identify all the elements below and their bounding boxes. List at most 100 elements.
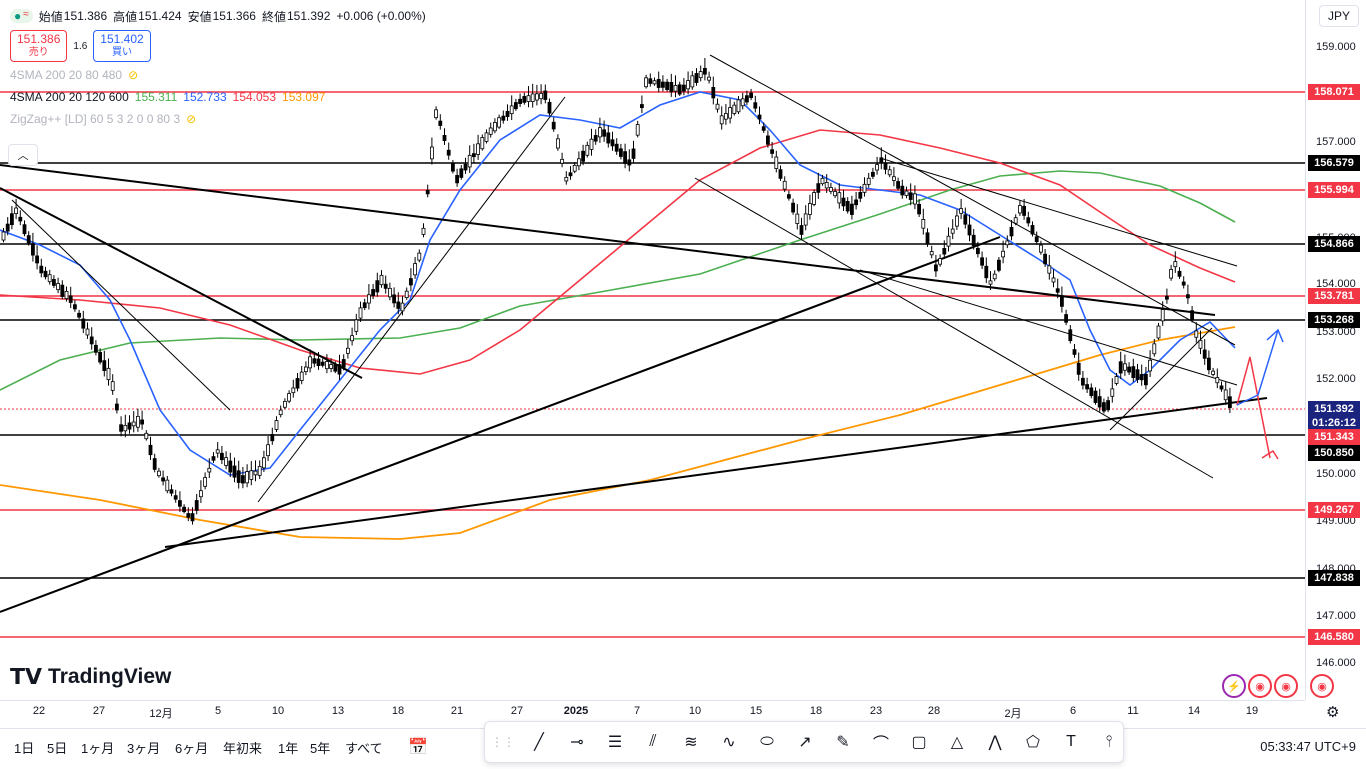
- timeframe-button[interactable]: 6ヶ月: [175, 741, 209, 756]
- market-status-icon[interactable]: ● ≈: [10, 9, 33, 23]
- triangle-icon[interactable]: △: [950, 734, 964, 751]
- candle-body: [640, 104, 644, 109]
- rectangle-icon[interactable]: ▢: [911, 734, 927, 751]
- candle-body: [119, 424, 123, 432]
- candle-body: [186, 513, 191, 518]
- candle-body: [841, 197, 846, 207]
- date-range-icon[interactable]: 📅: [408, 739, 428, 756]
- low-label: 安値: [187, 9, 212, 24]
- candle-body: [115, 403, 119, 411]
- price-tick: 153.000: [1316, 326, 1356, 338]
- candle-body: [627, 159, 632, 166]
- event-icon[interactable]: ◉: [1310, 674, 1334, 698]
- lightning-icon[interactable]: ⚡: [1222, 674, 1246, 698]
- event-icon[interactable]: ◉: [1248, 674, 1272, 698]
- clock[interactable]: 05:33:47 UTC+9: [1260, 739, 1356, 754]
- text-icon[interactable]: T: [1066, 733, 1076, 750]
- chart-area[interactable]: [0, 0, 1305, 700]
- candle-body: [770, 149, 774, 154]
- price-tick: 157.000: [1316, 136, 1356, 148]
- regression-icon[interactable]: ⫽: [649, 733, 657, 750]
- timeframe-button[interactable]: 5日: [47, 741, 68, 756]
- trend-line-icon[interactable]: ╱: [534, 734, 544, 751]
- settings-gear-icon[interactable]: ⚙: [1326, 704, 1340, 721]
- timeframe-button[interactable]: 1年: [278, 741, 299, 756]
- event-icon[interactable]: ◉: [1274, 674, 1298, 698]
- price-chart[interactable]: [0, 0, 1305, 700]
- fib-retracement-icon[interactable]: ≋: [684, 734, 698, 751]
- time-label: 10: [271, 705, 285, 717]
- candle-body: [211, 456, 216, 461]
- long-position-icon[interactable]: ⫯: [1105, 733, 1113, 750]
- hidden-eye-icon[interactable]: ⊘: [128, 68, 139, 82]
- candle-body: [169, 489, 174, 494]
- candle-body: [992, 273, 997, 280]
- open-value: 151.386: [63, 9, 108, 23]
- buy-button[interactable]: 151.402 買い: [93, 30, 151, 62]
- candle-body: [270, 434, 275, 442]
- indicator-2[interactable]: 4SMA 200 20 120 600 155.311 152.733 154.05…: [10, 88, 426, 106]
- candle-body: [887, 169, 892, 176]
- candle-body: [778, 169, 783, 179]
- brush-icon[interactable]: ✎: [836, 734, 850, 751]
- sell-button[interactable]: 151.386 売り: [10, 30, 68, 62]
- timeframe-button[interactable]: 5年: [310, 741, 331, 756]
- indicator-2-value: 153.097: [282, 90, 326, 104]
- timeframe-button[interactable]: 1日: [14, 741, 35, 756]
- candle-body: [736, 99, 741, 113]
- trend-line: [164, 397, 1268, 548]
- candle-body: [341, 359, 346, 368]
- timeframe-button[interactable]: すべて: [345, 741, 383, 756]
- time-axis[interactable]: 22 27 12月 5 10 13 18 21 27 2025 7 10 15 18 23 28 2月 6 11 14…: [0, 700, 1305, 725]
- candle-body: [967, 224, 972, 236]
- horizontal-ray-icon[interactable]: ⊸: [570, 734, 584, 751]
- hidden-eye-icon[interactable]: ⊘: [186, 112, 197, 126]
- price-label: 155.994: [1308, 182, 1360, 198]
- parallel-channel-icon[interactable]: ☰: [607, 734, 623, 751]
- indicator-1[interactable]: 4SMA 200 20 80 480 ⊘: [10, 66, 426, 84]
- currency-selector[interactable]: JPY: [1318, 5, 1359, 27]
- drag-handle-icon[interactable]: ⋮⋮: [491, 735, 515, 749]
- candle-body: [904, 190, 909, 196]
- candle-body: [333, 364, 338, 372]
- candle-body: [1127, 366, 1131, 373]
- candle-body: [358, 307, 363, 319]
- candle-body: [1198, 340, 1203, 349]
- curve-icon[interactable]: ⌒: [872, 736, 889, 753]
- candle-body: [165, 479, 170, 492]
- candle-body: [963, 214, 968, 225]
- candle-body: [1034, 236, 1039, 243]
- timeframe-button[interactable]: 3ヶ月: [127, 741, 161, 756]
- price-label: 154.866: [1308, 236, 1360, 252]
- candle-body: [850, 203, 854, 215]
- candle-body: [1001, 250, 1005, 258]
- path-icon[interactable]: ∿: [722, 734, 736, 751]
- tradingview-logo[interactable]: 𝗧𝗩 TradingView: [10, 664, 171, 690]
- candle-body: [131, 421, 136, 427]
- candle-body: [875, 164, 879, 171]
- candle-body: [312, 358, 317, 364]
- candle-body: [955, 215, 959, 227]
- candle-body: [396, 301, 401, 309]
- timeframe-button[interactable]: 1ヶ月: [81, 741, 115, 756]
- arrow-head: [1266, 328, 1284, 343]
- arrow-icon[interactable]: ↗: [798, 734, 812, 751]
- ellipse-icon[interactable]: ⬭: [760, 733, 774, 750]
- pattern-icon[interactable]: ⋀: [988, 734, 1002, 751]
- candle-body: [30, 243, 35, 256]
- candle-body: [854, 199, 858, 206]
- candle-body: [560, 158, 564, 164]
- candle-body: [1043, 253, 1047, 265]
- polyline-icon[interactable]: ⬠: [1026, 734, 1040, 751]
- trend-line: [0, 187, 363, 379]
- timeframe-button[interactable]: 年初来: [223, 741, 263, 756]
- candle-body: [648, 78, 653, 84]
- change-value: +0.006 (+0.00%): [336, 9, 426, 23]
- collapse-legend-button[interactable]: ︿: [8, 144, 38, 166]
- candle-body: [581, 150, 585, 162]
- candle-body: [988, 280, 993, 285]
- price-axis[interactable]: JPY 159.000157.000155.000154.000153.0001…: [1305, 0, 1366, 700]
- indicator-3[interactable]: ZigZag++ [LD] 60 5 3 2 0 0 80 3 ⊘: [10, 110, 426, 128]
- price-tick: 146.000: [1316, 657, 1356, 669]
- trend-line: [859, 269, 1238, 386]
